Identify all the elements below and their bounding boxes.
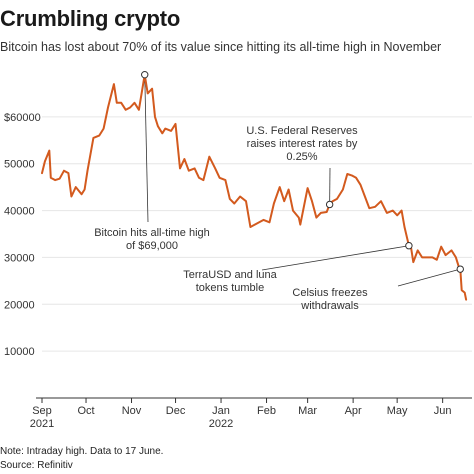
annotation-marker-fed: [325, 200, 334, 209]
chart-source: Source: Refinitiv: [0, 460, 73, 471]
chart-subtitle: Bitcoin has lost about 70% of its value …: [0, 40, 442, 54]
annotation-leader-celsius: [397, 268, 461, 287]
x-tick-label: Apr: [345, 405, 362, 417]
annotation-text-celsius: Celsius freezes: [292, 287, 368, 299]
bitcoin-price-line: [41, 73, 468, 301]
x-tick-label: Jun: [434, 405, 452, 417]
annotation-text-fed: U.S. Federal Reserves: [246, 125, 358, 137]
x-tick-label: Nov: [122, 405, 142, 417]
annotation-marker-ath: [141, 70, 149, 79]
y-tick-label: 20000: [4, 299, 35, 311]
annotation-marker-celsius: [456, 265, 464, 273]
annotation-text-ath: of $69,000: [126, 240, 178, 252]
chart-note: Note: Intraday high. Data to 17 June.: [0, 446, 164, 457]
y-tick-label: $60000: [4, 112, 41, 124]
annotation-text-celsius: withdrawals: [300, 300, 359, 312]
annotation-text-terra: TerraUSD and luna: [183, 269, 277, 281]
annotation-leader-ath: [144, 74, 149, 223]
x-tick-label: Feb: [257, 405, 276, 417]
annotation-text-fed: 0.25%: [286, 151, 317, 163]
annotation-leader-terra: [261, 245, 409, 271]
x-tick-year: 2021: [30, 418, 54, 430]
x-tick-year: 2022: [209, 418, 233, 430]
x-tick-label: May: [387, 405, 408, 417]
annotation-text-fed: raises interest rates by: [247, 138, 358, 150]
x-tick-label: Oct: [77, 405, 94, 417]
x-tick-label: Mar: [298, 405, 317, 417]
x-tick-label: Jan: [212, 405, 230, 417]
annotation-text-ath: Bitcoin hits all-time high: [94, 227, 210, 239]
annotation-marker-terra: [405, 242, 413, 250]
x-tick-label: Dec: [166, 405, 186, 417]
y-tick-label: 10000: [4, 346, 35, 358]
chart-title: Crumbling crypto: [0, 6, 181, 31]
y-tick-label: 30000: [4, 252, 35, 264]
y-tick-label: 40000: [4, 206, 35, 218]
x-tick-label: Sep: [32, 405, 52, 417]
y-tick-label: 50000: [4, 159, 35, 171]
annotation-text-terra: tokens tumble: [196, 282, 264, 294]
